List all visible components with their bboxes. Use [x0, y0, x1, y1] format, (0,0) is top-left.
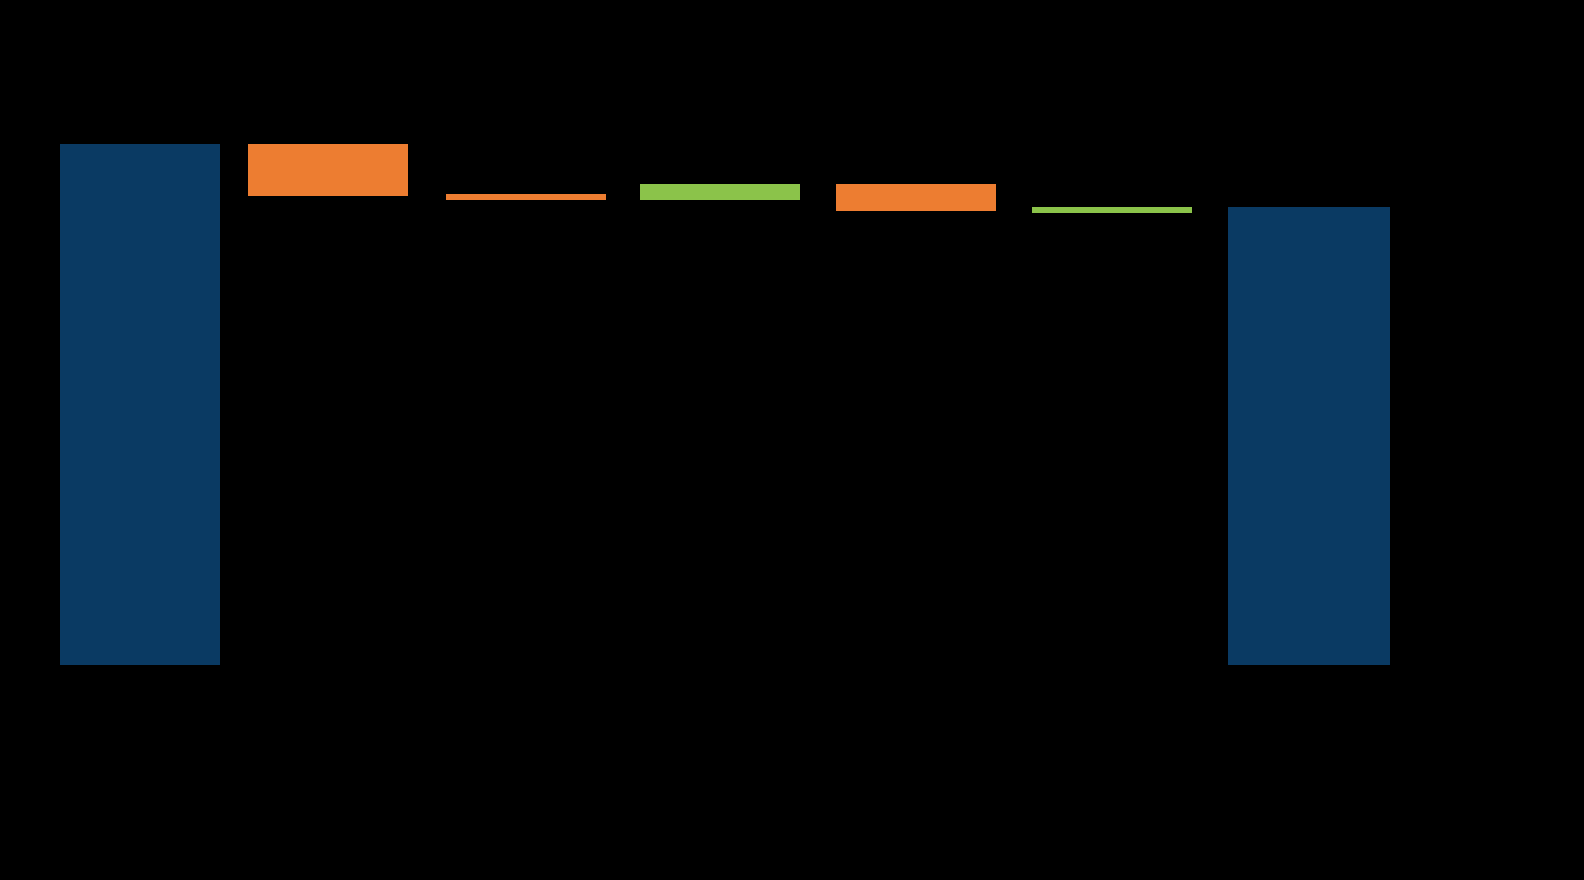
bar-start-total	[60, 144, 220, 665]
bar-step-2-decrease	[446, 194, 606, 200]
bar-step-4-decrease	[836, 184, 996, 211]
waterfall-chart	[0, 0, 1584, 880]
bar-step-3-increase	[640, 184, 800, 200]
bar-end-total	[1228, 207, 1390, 665]
bar-step-5-increase	[1032, 207, 1192, 213]
bar-step-1-decrease	[248, 144, 408, 196]
